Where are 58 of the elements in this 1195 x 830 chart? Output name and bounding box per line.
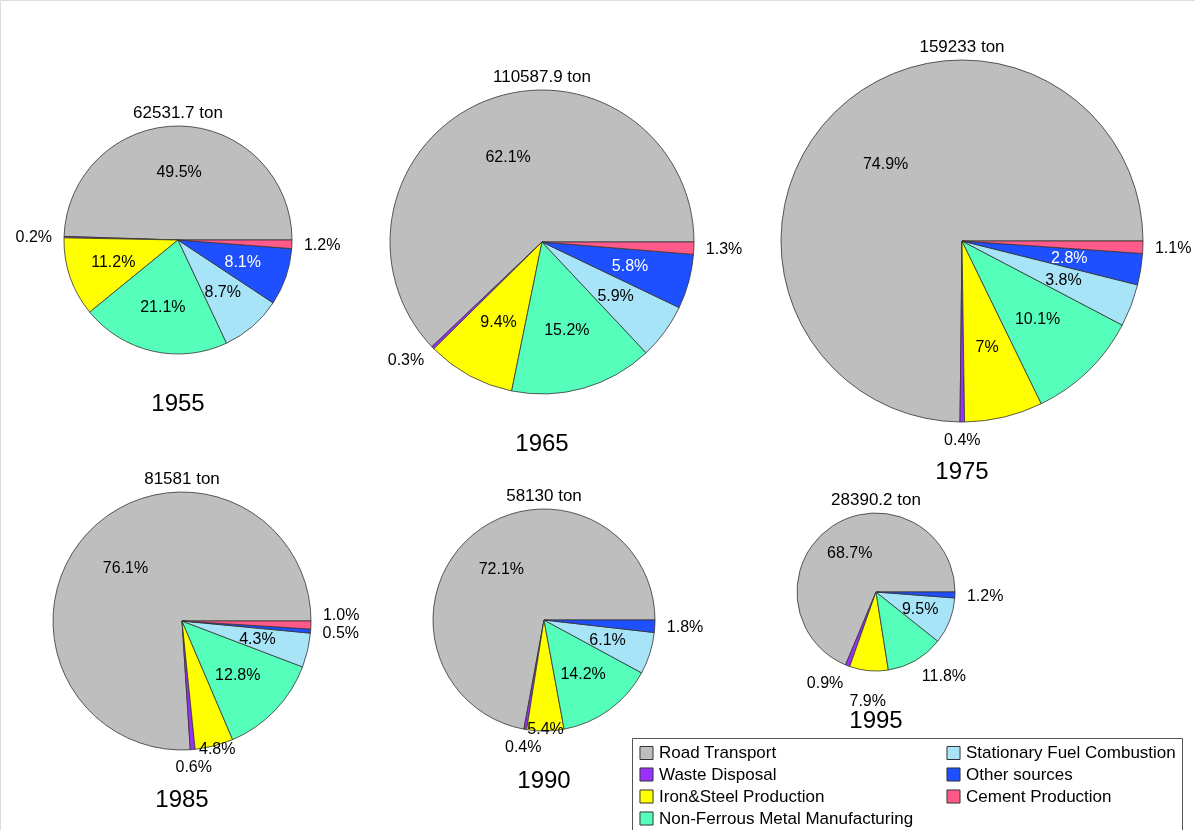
data-label: 9.4% (480, 313, 517, 331)
legend-label: Stationary Fuel Combustion (966, 742, 1176, 762)
data-label: 4.8% (199, 740, 236, 758)
text: 1985 (155, 785, 209, 812)
legend-label: Waste Disposal (659, 764, 777, 784)
data-label: 9.5% (901, 600, 939, 618)
data-label: 1.2% (303, 235, 341, 253)
data-label: 74.9% (862, 154, 909, 172)
data-label: 12.8% (215, 665, 261, 683)
text: 1995 (849, 706, 903, 733)
data-label: 2.8% (1051, 248, 1088, 266)
chart-subtitle: 159233 ton (919, 37, 1005, 56)
legend-label: Other sources (966, 764, 1073, 784)
data-label: 0.2% (15, 227, 53, 245)
data-label: 15.2% (544, 320, 590, 338)
data-label: 76.1% (102, 559, 149, 577)
legend-label: Iron&Steel Production (659, 786, 825, 806)
data-label: 11.8% (921, 666, 967, 684)
data-label: 0.6% (175, 758, 212, 776)
data-label: 5.8% (611, 256, 649, 274)
data-label: 11.2% (91, 253, 136, 271)
data-label: 1.0% (322, 605, 360, 623)
data-label: 0.4% (505, 738, 542, 756)
data-label: 8.7% (204, 282, 241, 300)
legend-label: Road Transport (659, 742, 777, 762)
text: 1975 (935, 457, 989, 484)
data-label: 4.3% (239, 629, 276, 647)
data-label: 62.1% (485, 148, 531, 166)
chart-subtitle: 110587.9 ton (493, 67, 591, 86)
legend-label: Cement Production (966, 786, 1112, 806)
data-label: 3.8% (1045, 270, 1082, 288)
data-label: 0.3% (387, 351, 425, 369)
data-label: 7.9% (849, 691, 886, 709)
text: 1965 (515, 429, 569, 456)
data-label: 5.9% (597, 286, 634, 304)
data-label: 68.7% (827, 543, 873, 561)
data-label: 10.1% (1014, 309, 1061, 327)
data-label: 1.2% (966, 586, 1004, 604)
data-label: 0.5% (322, 623, 360, 641)
data-label: 8.1% (224, 253, 261, 271)
legend-label: Non-Ferrous Metal Manufacturing (659, 808, 914, 828)
data-label: 14.2% (560, 664, 606, 682)
data-label: 6.1% (589, 630, 626, 648)
data-label: 1.8% (666, 618, 704, 636)
data-label: 0.9% (806, 673, 844, 691)
text: 1990 (517, 766, 571, 793)
data-label: 1.3% (705, 239, 743, 257)
text: 1955 (151, 389, 205, 416)
data-label: 7% (975, 337, 999, 355)
data-label: 1.1% (1154, 238, 1192, 256)
chart-subtitle: 28390.2 ton (831, 490, 921, 509)
chart-subtitle: 81581 ton (144, 469, 220, 488)
data-label: 21.1% (140, 297, 186, 315)
chart-subtitle: 58130 ton (506, 486, 582, 505)
data-label: 72.1% (478, 559, 525, 577)
data-label: 0.4% (944, 431, 981, 448)
chart-subtitle: 62531.7 ton (133, 103, 223, 122)
data-label: 49.5% (156, 162, 202, 180)
